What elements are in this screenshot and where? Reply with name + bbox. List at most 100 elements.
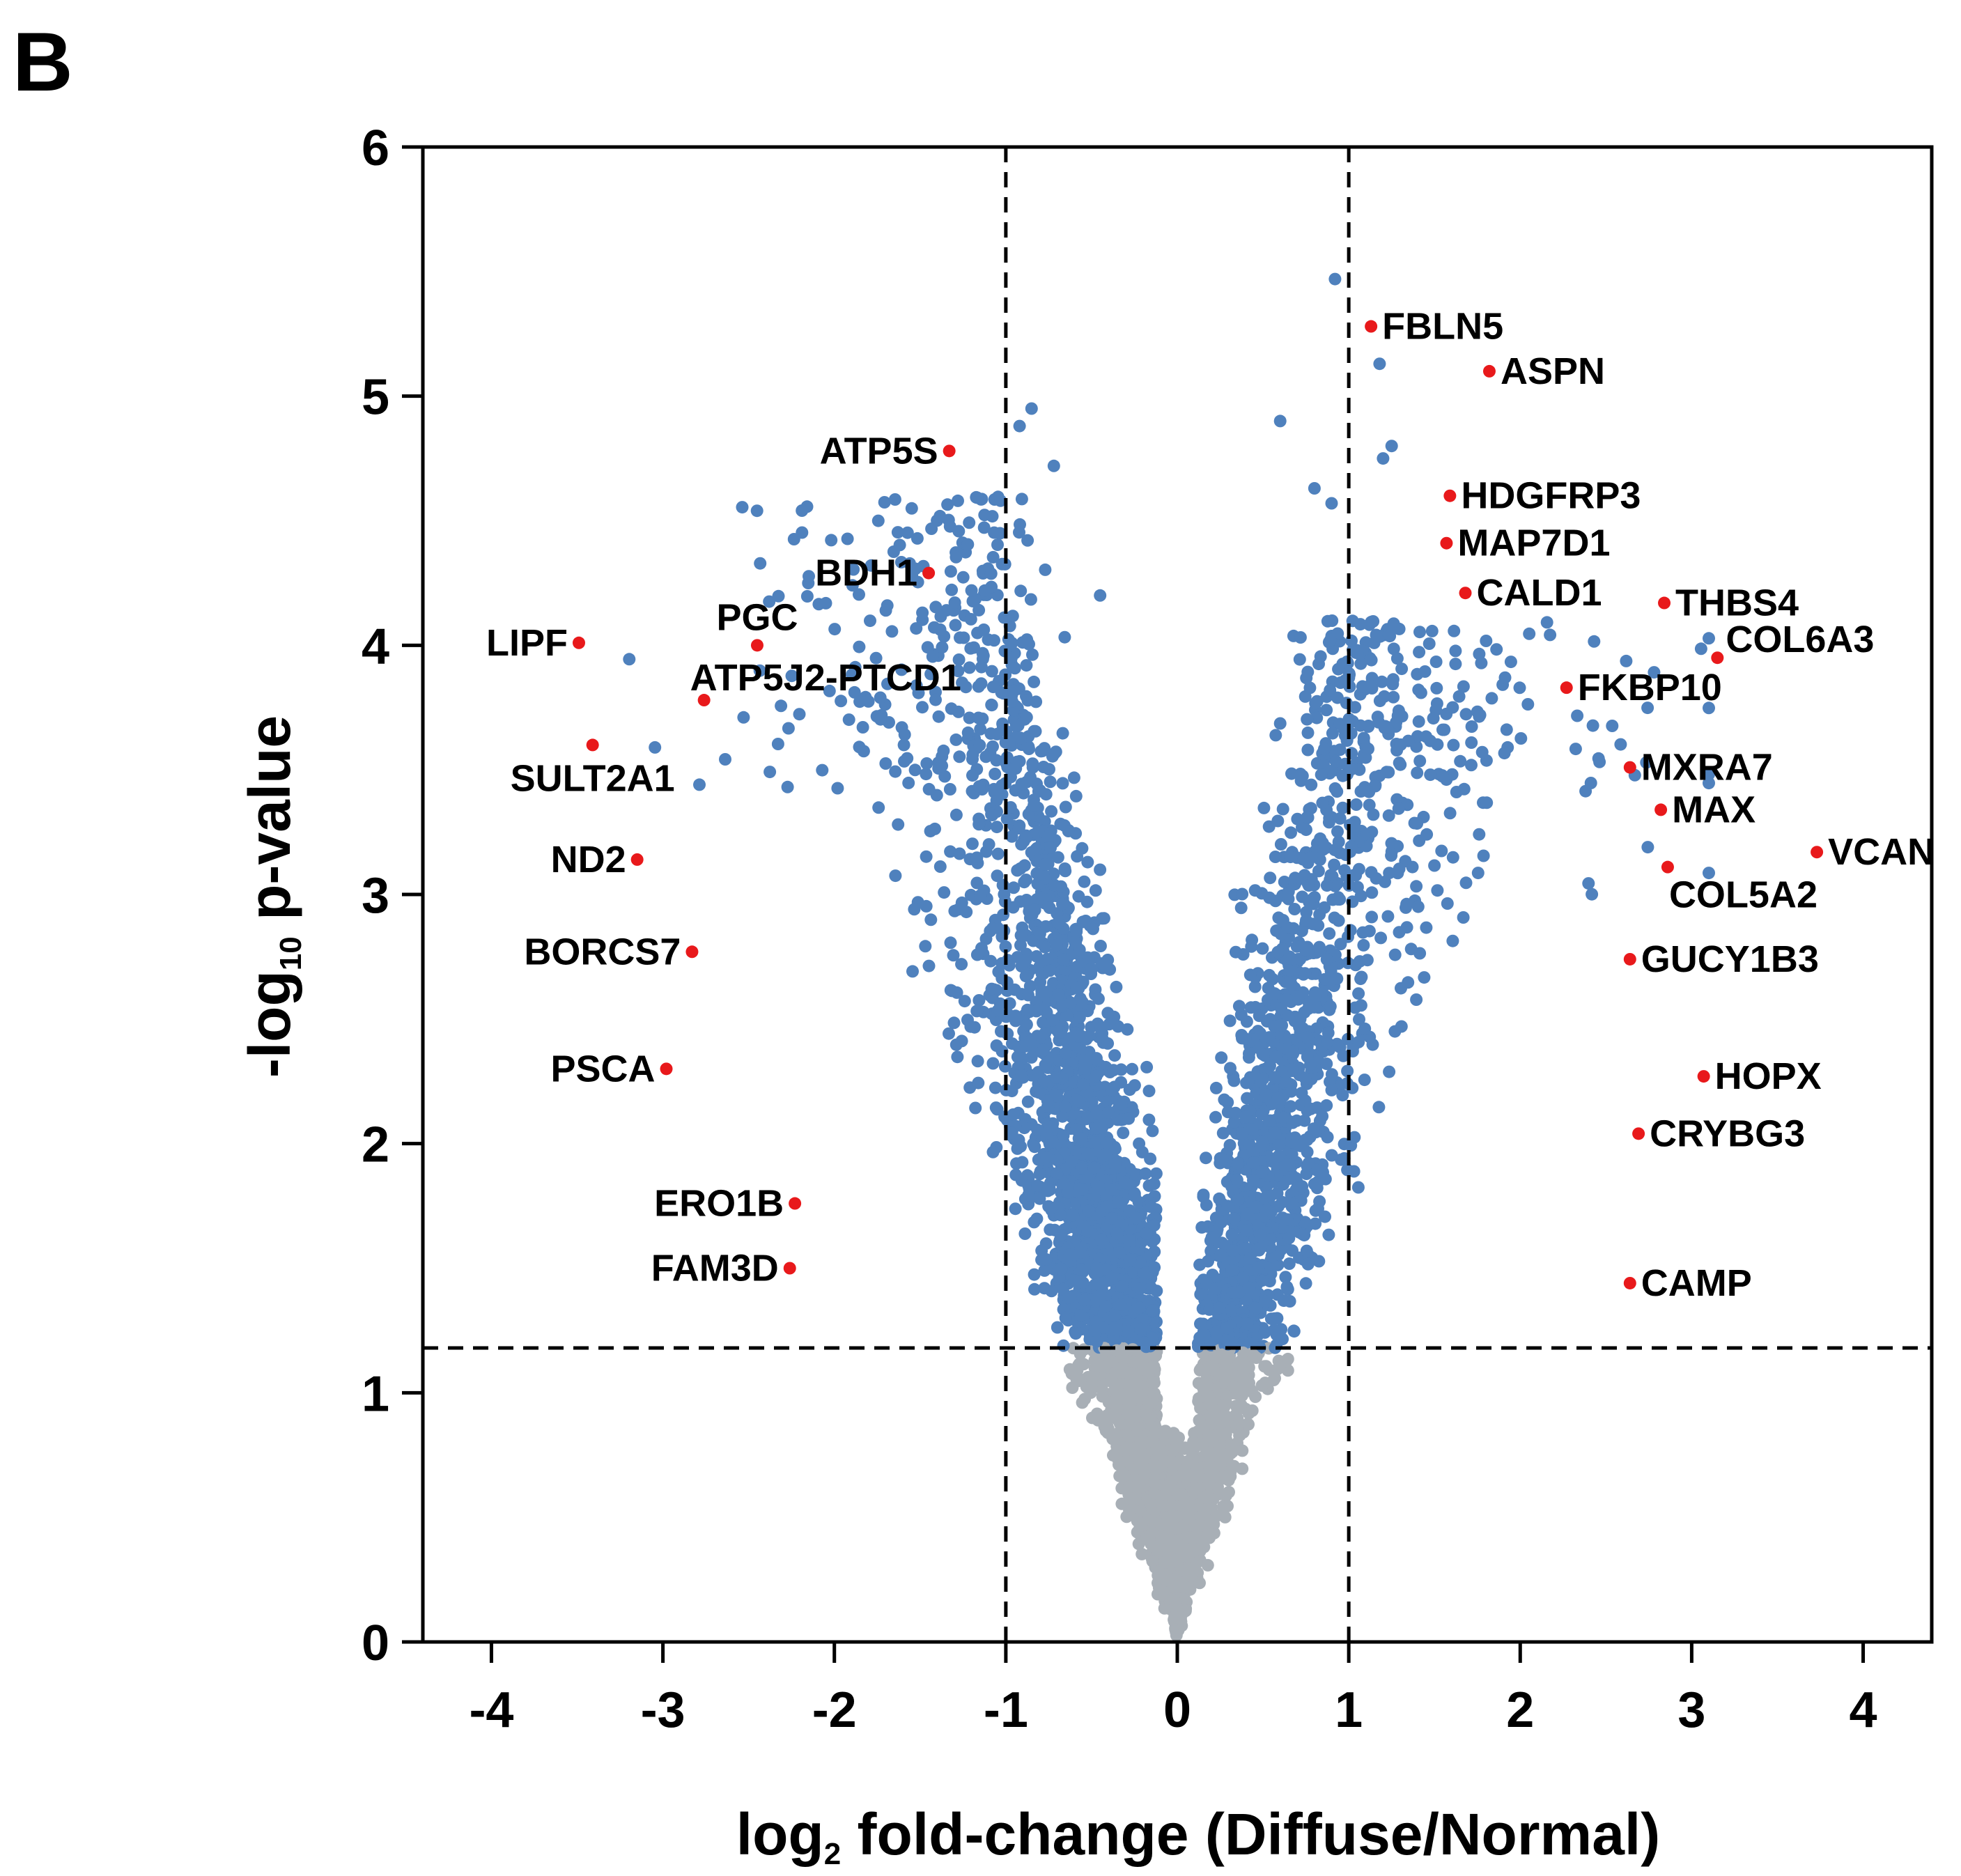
significant-point xyxy=(1292,993,1305,1006)
significant-point xyxy=(1227,1212,1241,1225)
significant-point xyxy=(1473,828,1486,841)
significant-point xyxy=(1325,1068,1338,1081)
significant-point xyxy=(928,621,940,634)
significant-point xyxy=(1381,910,1395,923)
significant-point xyxy=(1225,1228,1239,1241)
significant-point xyxy=(966,595,979,607)
significant-point xyxy=(922,959,936,972)
significant-point xyxy=(869,651,883,665)
significant-point xyxy=(963,661,976,674)
nonsignificant-point xyxy=(1110,1344,1123,1357)
significant-point xyxy=(848,685,861,699)
significant-point xyxy=(1069,1123,1083,1136)
significant-point xyxy=(865,559,878,572)
significant-point xyxy=(924,667,938,681)
significant-point xyxy=(1300,914,1312,927)
significant-point xyxy=(950,808,963,821)
significant-point xyxy=(1040,1151,1053,1163)
significant-point xyxy=(1404,943,1418,956)
significant-point xyxy=(1090,1122,1103,1135)
significant-point xyxy=(1400,897,1413,910)
significant-point xyxy=(1703,632,1715,645)
significant-point xyxy=(864,614,876,628)
significant-point xyxy=(1411,900,1425,913)
nonsignificant-point xyxy=(1242,1418,1255,1431)
significant-point xyxy=(990,754,1003,767)
significant-point xyxy=(991,847,1005,860)
significant-point xyxy=(1320,1057,1333,1071)
significant-point xyxy=(1320,1099,1333,1112)
significant-point xyxy=(1410,880,1423,893)
significant-point xyxy=(1090,1106,1103,1119)
significant-point xyxy=(929,693,942,706)
significant-point xyxy=(961,726,975,739)
significant-point xyxy=(1071,850,1084,863)
significant-point xyxy=(1019,970,1032,983)
significant-point xyxy=(1055,1262,1068,1276)
significant-point xyxy=(956,571,970,584)
significant-point xyxy=(1325,1149,1338,1162)
significant-point xyxy=(1276,803,1289,816)
significant-point xyxy=(1354,618,1367,631)
significant-point xyxy=(990,1039,1003,1052)
significant-point xyxy=(970,851,984,865)
significant-point xyxy=(1337,1049,1350,1062)
significant-point xyxy=(991,538,1004,551)
significant-point xyxy=(764,766,777,779)
significant-point xyxy=(996,686,1009,699)
significant-point xyxy=(1031,1179,1044,1192)
significant-point xyxy=(1230,1173,1243,1186)
significant-point xyxy=(1253,1228,1266,1241)
significant-point xyxy=(693,778,706,791)
nonsignificant-point xyxy=(1086,1370,1099,1383)
significant-point xyxy=(1703,768,1715,781)
nonsignificant-point xyxy=(1134,1503,1147,1517)
significant-point xyxy=(1065,1155,1078,1168)
significant-point xyxy=(1089,884,1102,897)
significant-point xyxy=(1000,812,1014,825)
nonsignificant-point xyxy=(1102,1395,1115,1409)
significant-point xyxy=(1062,825,1075,837)
significant-point xyxy=(1586,719,1599,732)
significant-point xyxy=(1048,747,1061,760)
significant-point xyxy=(1236,1127,1249,1140)
significant-point xyxy=(1418,971,1431,984)
significant-point xyxy=(1354,657,1367,670)
significant-point xyxy=(1067,1209,1080,1222)
significant-point xyxy=(921,641,934,654)
significant-point xyxy=(1588,635,1601,648)
significant-point xyxy=(831,782,844,795)
significant-point xyxy=(1395,1020,1408,1033)
significant-point xyxy=(1504,656,1517,669)
significant-point xyxy=(1347,1165,1361,1178)
significant-point xyxy=(1041,827,1055,839)
nonsignificant-point xyxy=(1196,1381,1209,1394)
significant-point xyxy=(1357,731,1370,745)
significant-point xyxy=(1386,678,1400,691)
significant-point xyxy=(853,695,867,708)
significant-point xyxy=(1011,864,1024,877)
significant-point xyxy=(1278,876,1291,888)
significant-point xyxy=(1374,931,1388,945)
significant-point xyxy=(1413,626,1426,639)
significant-point xyxy=(1321,1026,1335,1039)
significant-point xyxy=(1203,1303,1216,1316)
significant-point xyxy=(1205,1231,1218,1244)
significant-point xyxy=(1282,892,1295,906)
significant-point xyxy=(1387,642,1400,656)
significant-point xyxy=(1280,1280,1294,1294)
significant-point xyxy=(1336,801,1349,814)
significant-point xyxy=(823,684,836,697)
significant-point xyxy=(1477,849,1490,862)
nonsignificant-point xyxy=(1197,1508,1210,1521)
significant-point xyxy=(1540,616,1553,629)
significant-point xyxy=(1257,801,1271,814)
significant-point xyxy=(1256,942,1269,955)
nonsignificant-point xyxy=(1227,1380,1241,1393)
significant-point xyxy=(1402,976,1415,989)
significant-point xyxy=(1441,897,1454,910)
significant-point xyxy=(1312,865,1325,878)
significant-point xyxy=(885,625,899,638)
significant-point xyxy=(950,733,963,746)
